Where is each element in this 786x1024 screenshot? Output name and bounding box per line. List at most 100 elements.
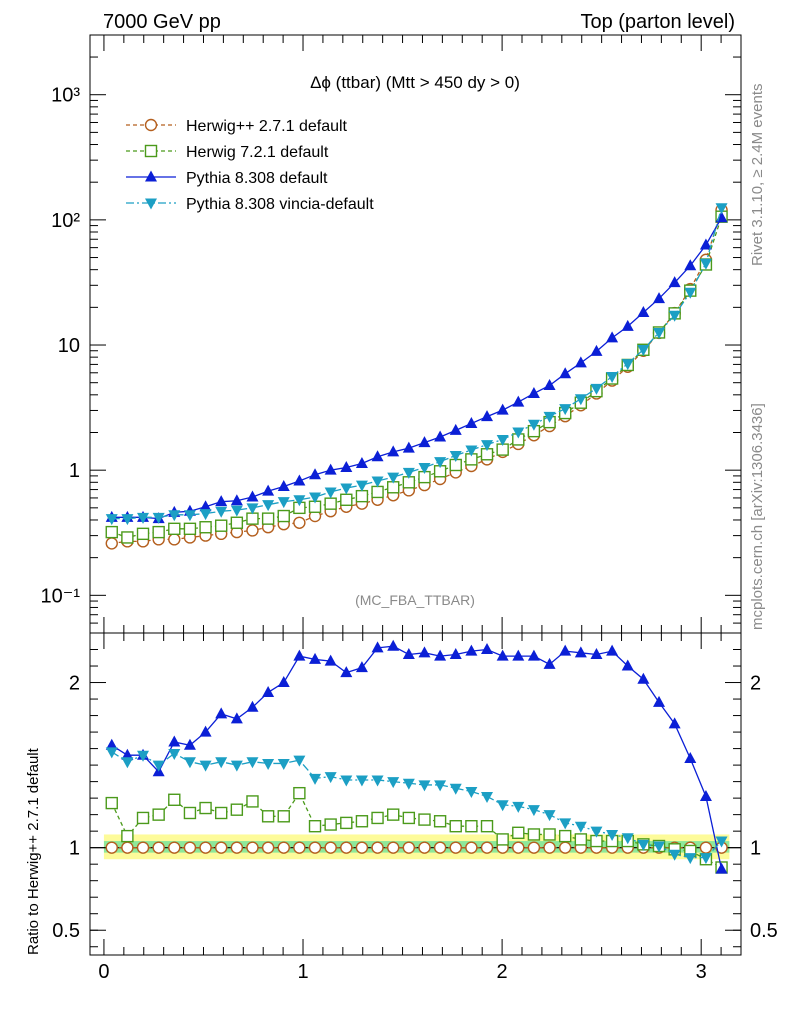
series-3-point <box>121 514 134 526</box>
series-2-ratio-point <box>277 676 290 688</box>
series-1-ratio-point <box>183 806 197 820</box>
series-3-ratio-point <box>246 757 259 769</box>
series-2-ratio-point <box>324 654 337 666</box>
series-3-point <box>684 287 697 299</box>
series-2-point <box>340 461 353 473</box>
series-2-ratio-point <box>684 751 697 763</box>
series-0-ratio-point <box>449 841 462 854</box>
series-3-ratio-point <box>215 757 228 769</box>
x-axis: 0 1 2 3 <box>98 633 742 983</box>
series-0-ratio-point <box>355 841 369 854</box>
series-2-point <box>324 463 337 475</box>
series-1-ratio-point <box>527 828 541 841</box>
series-3-ratio-point <box>293 755 306 767</box>
series-3-point <box>199 509 212 521</box>
series-0-ratio-point <box>340 841 353 854</box>
ratio-frame <box>89 632 742 956</box>
main-y-tick-label: 10³ <box>51 85 80 107</box>
series-2-point <box>434 430 447 442</box>
series-1-ratio-point <box>293 786 306 800</box>
series-1-ratio-point <box>574 833 588 846</box>
source-label: mcplots.cern.ch [arXiv:1306.3436] <box>749 403 766 630</box>
series-3-point <box>293 495 306 507</box>
series-2-point <box>543 378 556 390</box>
rivet-version-label: Rivet 3.1.10, ≥ 2.4M events <box>749 84 766 267</box>
series-2-point <box>527 386 540 398</box>
series-2-point <box>309 468 322 480</box>
series-0-ratio-point <box>480 841 494 854</box>
series-1-ratio-point <box>512 826 525 840</box>
legend-label: Pythia 8.308 default <box>186 170 328 187</box>
series-1-point <box>340 493 353 506</box>
series-3-point <box>653 327 666 339</box>
series-2-ratio-point <box>246 700 259 712</box>
series-2-ratio-point <box>105 738 118 750</box>
series-3-ratio-point <box>668 849 681 861</box>
series-1-point <box>371 485 384 499</box>
series-2-ratio-point <box>434 649 447 661</box>
series-3-point <box>105 514 118 526</box>
series-2-point <box>465 417 478 429</box>
series-3-point <box>387 472 400 484</box>
series-3-ratio-point <box>621 833 634 845</box>
series-1-ratio-point <box>355 815 369 828</box>
series-2-point <box>590 344 603 356</box>
series-1-ratio-point <box>168 793 181 806</box>
series-1-ratio-point <box>277 810 290 823</box>
series-3-ratio-point <box>355 775 368 787</box>
series-2-ratio-point <box>215 707 228 719</box>
main-y-tick-label: 1 <box>69 460 80 482</box>
main-y-tick-label: 10² <box>51 210 80 232</box>
series-3-ratio-point <box>324 772 337 784</box>
series-0-ratio-point <box>246 841 259 854</box>
series-1-ratio-point <box>402 811 416 825</box>
series-2-ratio-point <box>668 717 681 729</box>
series-1-point <box>199 521 212 534</box>
ratio-y-tick-label-right: 1 <box>750 838 761 860</box>
series-2-line <box>111 217 723 520</box>
series-3-ratio-point <box>496 800 509 812</box>
series-3-point <box>168 510 181 522</box>
series-0-ratio-point <box>308 841 322 854</box>
series-0-ratio-point <box>183 841 197 854</box>
series-2-ratio-point <box>262 685 275 697</box>
ratio-series-group <box>105 639 728 874</box>
series-3-ratio-point <box>262 758 275 770</box>
series-3-ratio-point <box>230 760 243 772</box>
series-2-point <box>621 319 634 331</box>
series-3-ratio-point <box>309 773 322 785</box>
series-3-ratio-point <box>653 841 666 853</box>
series-1-ratio-point <box>449 820 462 833</box>
series-0-ratio-point <box>402 841 416 854</box>
series-1-ratio-point <box>152 808 165 821</box>
series-2-ratio-point <box>559 644 572 656</box>
series-2-ratio-point <box>309 652 322 664</box>
series-1-ratio-point <box>543 828 556 841</box>
legend: Herwig++ 2.7.1 default Herwig 7.2.1 defau… <box>126 118 374 213</box>
series-0-ratio-point <box>136 841 150 854</box>
series-0-ratio-point <box>105 841 118 854</box>
series-3-ratio-point <box>715 836 728 848</box>
series-0-point <box>293 516 306 529</box>
watermark-label: (MC_FBA_TTBAR) <box>355 592 475 608</box>
series-0-ratio-point <box>277 841 290 854</box>
series-1-point <box>261 512 275 525</box>
main-series-group <box>105 203 728 550</box>
series-1-point <box>214 519 228 532</box>
series-3-point <box>215 506 228 518</box>
series-2-point <box>668 276 681 288</box>
series-1-ratio-point <box>308 820 322 833</box>
legend-label: Herwig 7.2.1 default <box>186 144 329 161</box>
series-1-ratio-point <box>121 829 134 843</box>
series-2-point <box>387 445 400 457</box>
series-1-ratio-point <box>246 795 259 808</box>
series-2-point <box>684 259 697 271</box>
series-2-point <box>653 292 666 304</box>
series-3-point <box>262 500 275 512</box>
series-2-ratio-line <box>111 645 723 870</box>
series-2-ratio-point <box>590 647 603 659</box>
series-3-point <box>496 434 509 446</box>
series-1-point <box>121 531 134 544</box>
header-right: Top (parton level) <box>580 11 735 33</box>
series-0-ratio-point <box>214 841 228 854</box>
